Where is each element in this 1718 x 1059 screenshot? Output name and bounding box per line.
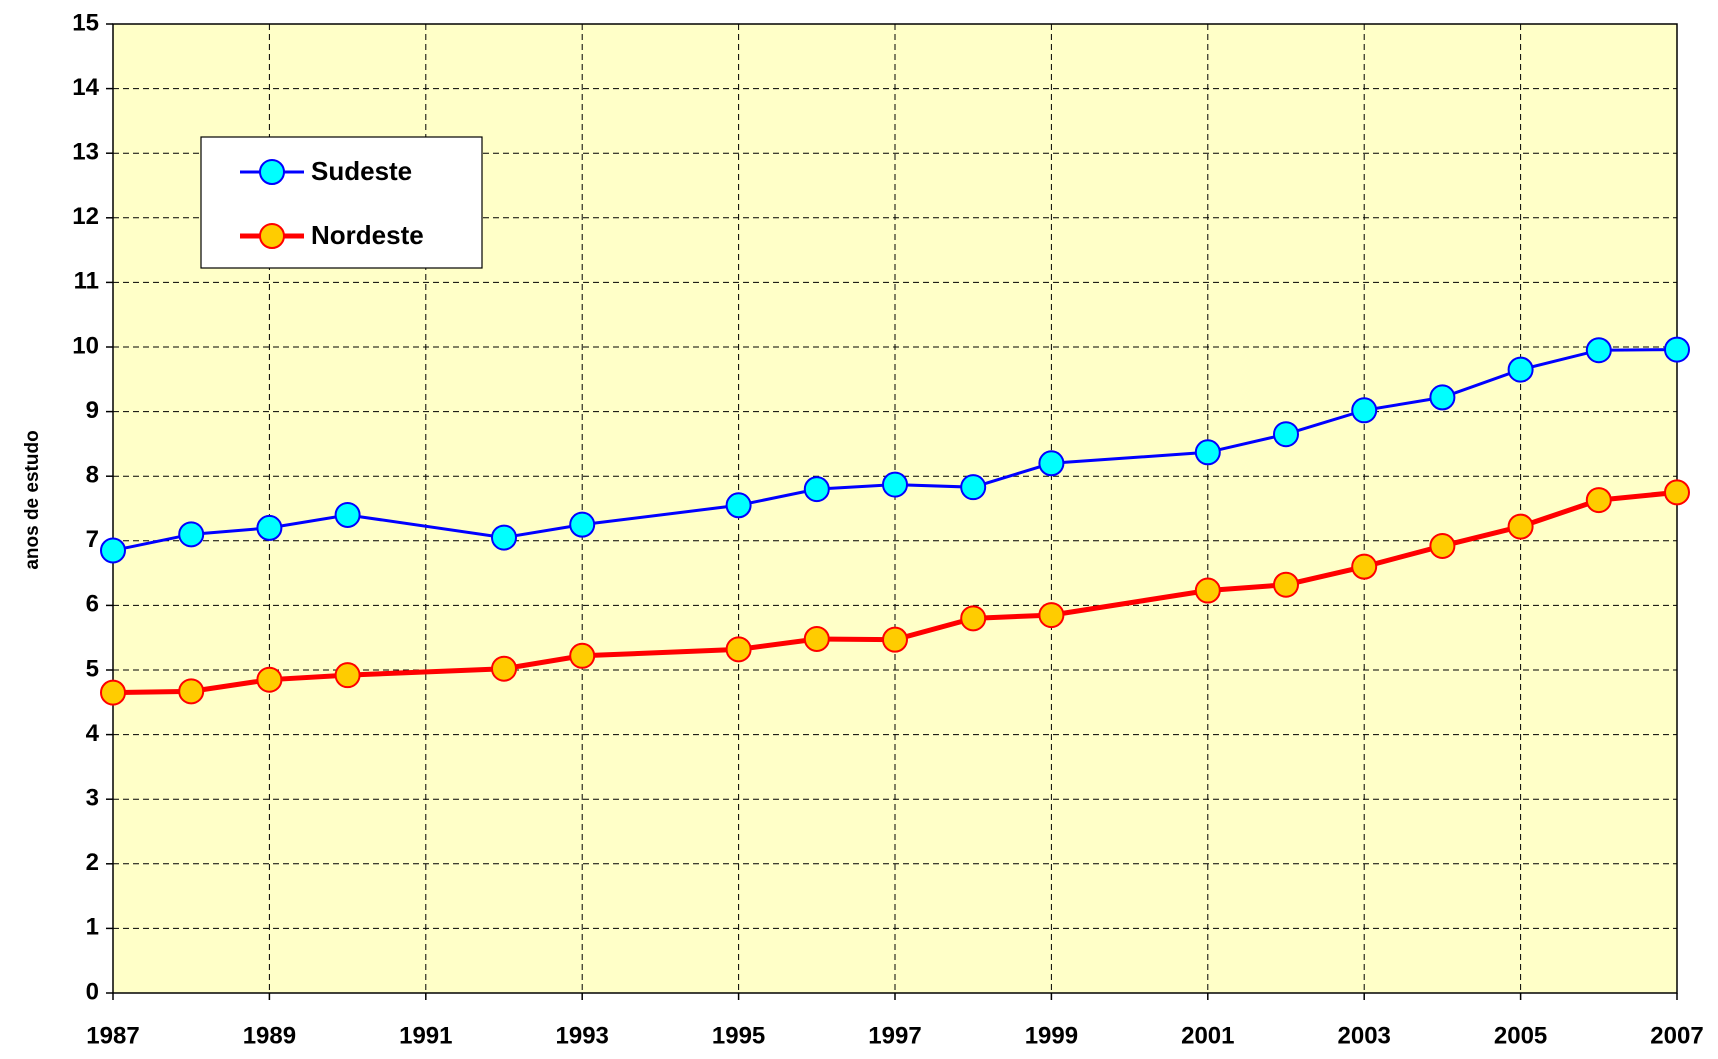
data-point <box>1038 602 1065 629</box>
y-tick-label: 5 <box>86 655 99 682</box>
y-tick-label: 13 <box>72 139 99 166</box>
data-point <box>1507 356 1534 383</box>
x-tick-label: 2001 <box>1181 1022 1234 1049</box>
data-point <box>491 524 517 551</box>
data-point <box>1429 532 1456 559</box>
data-point <box>178 521 205 548</box>
x-tick-label: 1987 <box>86 1022 139 1049</box>
data-point <box>100 679 126 706</box>
y-tick-label: 6 <box>86 591 99 618</box>
data-point <box>1507 513 1534 540</box>
data-point <box>1273 421 1299 448</box>
x-tick-label: 1997 <box>868 1022 921 1049</box>
data-point <box>1194 439 1221 466</box>
data-point <box>1585 337 1612 364</box>
x-tick-label: 2003 <box>1338 1022 1391 1049</box>
y-tick-label: 14 <box>72 74 99 101</box>
y-tick-label: 11 <box>74 268 99 295</box>
data-point <box>1664 479 1690 506</box>
y-tick-label: 3 <box>86 785 99 812</box>
data-point <box>882 626 908 653</box>
data-point <box>1664 336 1690 363</box>
data-point <box>1273 571 1299 598</box>
x-tick-label: 2005 <box>1494 1022 1547 1049</box>
data-point <box>256 666 283 693</box>
x-tick-label: 2007 <box>1650 1022 1703 1049</box>
y-tick-label: 2 <box>86 849 99 876</box>
data-point <box>1351 397 1378 424</box>
data-point <box>882 471 908 498</box>
data-point <box>569 642 596 669</box>
y-tick-label: 15 <box>72 9 99 36</box>
data-point <box>1585 487 1612 514</box>
data-point <box>569 511 596 538</box>
data-point <box>960 474 987 501</box>
data-point <box>100 537 126 564</box>
y-tick-label: 10 <box>72 332 99 359</box>
legend-label: Nordeste <box>311 220 424 250</box>
x-tick-label: 1989 <box>243 1022 296 1049</box>
plot-border <box>112 23 1678 994</box>
data-point <box>1194 577 1221 604</box>
data-point <box>334 662 361 689</box>
y-tick-label: 8 <box>86 462 99 489</box>
y-tick-label: 9 <box>86 397 99 424</box>
y-tick-label: 12 <box>72 203 99 230</box>
data-point <box>803 476 830 503</box>
data-point <box>1429 384 1456 411</box>
legend-marker <box>259 159 285 185</box>
series-line <box>112 489 1678 696</box>
legend-box <box>200 136 483 269</box>
y-tick-label: 7 <box>86 526 99 553</box>
y-tick-label: 0 <box>86 978 99 1005</box>
data-point <box>334 501 361 528</box>
data-point <box>960 605 987 632</box>
data-point <box>256 514 283 541</box>
data-point <box>1038 450 1065 477</box>
data-point <box>178 678 205 705</box>
data-point <box>491 655 517 682</box>
y-tick-label: 1 <box>86 914 99 941</box>
y-tick-label: 4 <box>86 720 100 747</box>
data-point <box>1351 553 1378 580</box>
x-tick-label: 1991 <box>399 1022 452 1049</box>
data-point <box>803 625 830 652</box>
data-point <box>725 636 752 663</box>
legend-label: Sudeste <box>311 156 412 186</box>
y-axis-label: anos de estudo <box>22 430 43 569</box>
series-line <box>112 348 1678 552</box>
x-tick-label: 1993 <box>556 1022 609 1049</box>
x-tick-label: 1999 <box>1025 1022 1078 1049</box>
x-tick-label: 1995 <box>712 1022 765 1049</box>
data-point <box>725 492 752 519</box>
legend-marker <box>259 223 285 249</box>
